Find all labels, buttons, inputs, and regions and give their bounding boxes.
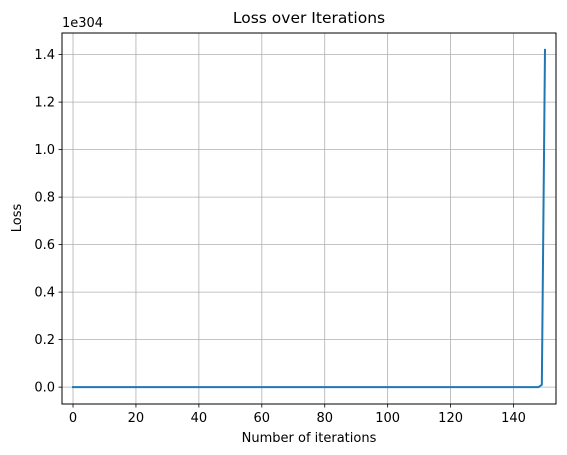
- y-tick-label: 0.6: [34, 238, 55, 253]
- y-tick-label: 0.2: [34, 333, 55, 348]
- loss-series-line: [72, 48, 546, 389]
- y-tick-label: 1.4: [34, 48, 55, 63]
- chart-title: Loss over Iterations: [233, 9, 385, 27]
- y-axis-label: Loss: [10, 204, 25, 233]
- y-tick-label: 0.0: [34, 381, 55, 396]
- series-layer: [72, 48, 546, 389]
- x-tick-label: 120: [438, 411, 463, 426]
- y-tick-label: 1.2: [34, 96, 55, 111]
- y-tick-label: 0.4: [34, 286, 55, 301]
- x-tick-label: 80: [316, 411, 333, 426]
- x-axis-label: Number of iterations: [242, 431, 377, 446]
- ticks: 0 20 40 60 80 100 120 140 0.0 0.2 0.4 0.6 0.8 1.0 1.2 1…: [34, 48, 526, 426]
- y-axis-offset-label: 1e304: [62, 16, 103, 31]
- x-tick-label: 40: [191, 411, 208, 426]
- x-tick-label: 0: [69, 411, 77, 426]
- x-tick-label: 60: [254, 411, 271, 426]
- x-tick-label: 140: [501, 411, 526, 426]
- axes-frame: [61, 32, 557, 405]
- x-tick-label: 100: [375, 411, 400, 426]
- y-tick-label: 1.0: [34, 143, 55, 158]
- x-tick-label: 20: [128, 411, 145, 426]
- y-tick-label: 0.8: [34, 191, 55, 206]
